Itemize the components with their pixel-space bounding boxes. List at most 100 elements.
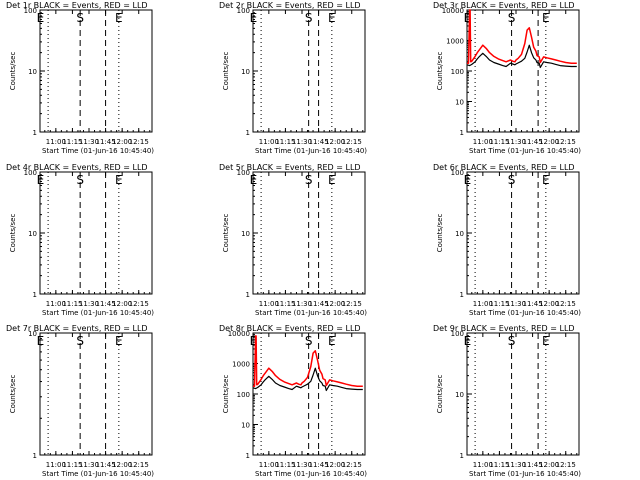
panel-title: Det 2r BLACK = Events, RED = LLD xyxy=(219,1,361,10)
x-tick-label: 11:00 xyxy=(473,138,493,146)
marker-e: E xyxy=(250,173,258,187)
y-axis-label: Counts/sec xyxy=(222,214,230,253)
x-tick-label: 11:15 xyxy=(275,300,295,308)
plot-frame xyxy=(39,171,153,295)
marker-e: E xyxy=(37,334,45,348)
x-tick-label: 11:45 xyxy=(522,461,542,469)
x-tick-label: 12:15 xyxy=(129,461,149,469)
marker-s: S xyxy=(76,11,84,25)
x-tick-label: 11:45 xyxy=(308,138,328,146)
y-tick-label: 100 xyxy=(24,169,37,177)
marker-e: E xyxy=(328,173,336,187)
x-tick-label: 11:45 xyxy=(308,461,328,469)
y-tick-label: 100 xyxy=(237,7,250,15)
x-tick-label: 12:00 xyxy=(539,138,559,146)
x-axis-label: Start Time (01-Jun-16 10:45:40) xyxy=(469,147,581,155)
y-axis-label: Counts/sec xyxy=(9,52,17,91)
x-tick-label: 11:00 xyxy=(46,300,66,308)
panel-title: Det 4r BLACK = Events, RED = LLD xyxy=(6,163,148,172)
y-tick-label: 10 xyxy=(455,391,464,399)
marker-e: E xyxy=(250,334,258,348)
x-tick-label: 11:00 xyxy=(46,138,66,146)
x-axis-label: Start Time (01-Jun-16 10:45:40) xyxy=(469,309,581,317)
y-tick-label: 10 xyxy=(28,330,37,338)
x-axis-label: Start Time (01-Jun-16 10:45:40) xyxy=(469,470,581,478)
marker-e: E xyxy=(328,11,336,25)
marker-s: S xyxy=(76,334,84,348)
x-tick-label: 11:30 xyxy=(292,461,312,469)
y-axis-label: Counts/sec xyxy=(9,214,17,253)
marker-s: S xyxy=(305,334,313,348)
x-tick-label: 11:30 xyxy=(506,138,526,146)
x-axis-label: Start Time (01-Jun-16 10:45:40) xyxy=(255,470,367,478)
y-tick-label: 10000 xyxy=(228,330,250,338)
marker-e: E xyxy=(115,173,123,187)
marker-e: E xyxy=(328,334,336,348)
y-tick-label: 100 xyxy=(451,68,464,76)
x-tick-label: 11:00 xyxy=(259,461,279,469)
x-tick-label: 11:15 xyxy=(62,138,82,146)
x-tick-label: 12:15 xyxy=(556,461,576,469)
y-axis-label: Counts/sec xyxy=(436,214,444,253)
x-tick-label: 11:30 xyxy=(292,138,312,146)
y-tick-label: 100 xyxy=(237,169,250,177)
x-tick-label: 11:30 xyxy=(292,300,312,308)
series-line-events xyxy=(252,367,363,392)
marker-e: E xyxy=(464,334,472,348)
plot-frame xyxy=(39,9,153,133)
x-tick-label: 12:00 xyxy=(112,138,132,146)
marker-e: E xyxy=(37,11,45,25)
x-tick-label: 11:30 xyxy=(79,300,99,308)
x-tick-label: 12:15 xyxy=(342,300,362,308)
y-tick-label: 10 xyxy=(28,230,37,238)
y-tick-label: 1 xyxy=(460,452,464,460)
x-axis-label: Start Time (01-Jun-16 10:45:40) xyxy=(42,470,154,478)
y-tick-label: 10 xyxy=(241,230,250,238)
marker-s: S xyxy=(508,11,516,25)
x-tick-label: 11:45 xyxy=(95,300,115,308)
y-tick-label: 1 xyxy=(246,452,250,460)
panel-title: Det 8r BLACK = Events, RED = LLD xyxy=(219,324,361,333)
y-tick-label: 100 xyxy=(451,169,464,177)
panel-title: Det 1r BLACK = Events, RED = LLD xyxy=(6,1,148,10)
y-tick-label: 100 xyxy=(237,391,250,399)
marker-s: S xyxy=(305,11,313,25)
x-tick-label: 11:45 xyxy=(522,138,542,146)
x-tick-label: 12:00 xyxy=(539,461,559,469)
y-tick-label: 10 xyxy=(241,68,250,76)
x-tick-label: 12:00 xyxy=(112,461,132,469)
panel-title: Det 3r BLACK = Events, RED = LLD xyxy=(433,1,575,10)
x-tick-label: 11:45 xyxy=(522,300,542,308)
series-line-lld xyxy=(253,335,363,387)
marker-e: E xyxy=(115,334,123,348)
x-axis-label: Start Time (01-Jun-16 10:45:40) xyxy=(255,309,367,317)
x-tick-label: 11:15 xyxy=(489,138,509,146)
marker-s: S xyxy=(305,173,313,187)
y-tick-label: 1 xyxy=(460,291,464,299)
y-tick-label: 1000 xyxy=(232,361,250,369)
x-tick-label: 11:15 xyxy=(275,138,295,146)
x-tick-label: 11:15 xyxy=(62,461,82,469)
series-line-events xyxy=(466,44,577,69)
x-tick-label: 12:00 xyxy=(325,300,345,308)
x-tick-label: 12:00 xyxy=(325,461,345,469)
x-tick-label: 12:00 xyxy=(112,300,132,308)
panel-title: Det 7r BLACK = Events, RED = LLD xyxy=(6,324,148,333)
x-tick-label: 11:00 xyxy=(46,461,66,469)
x-axis-label: Start Time (01-Jun-16 10:45:40) xyxy=(255,147,367,155)
panel-title: Det 5r BLACK = Events, RED = LLD xyxy=(219,163,361,172)
marker-e: E xyxy=(37,173,45,187)
y-tick-label: 1 xyxy=(33,291,37,299)
plot-frame xyxy=(466,332,580,456)
x-tick-label: 11:00 xyxy=(259,300,279,308)
y-tick-label: 1 xyxy=(246,129,250,137)
marker-e: E xyxy=(464,173,472,187)
y-axis-label: Counts/sec xyxy=(222,52,230,91)
y-tick-label: 10000 xyxy=(442,7,464,15)
x-tick-label: 11:30 xyxy=(506,461,526,469)
marker-e: E xyxy=(542,11,550,25)
y-tick-label: 1 xyxy=(460,129,464,137)
